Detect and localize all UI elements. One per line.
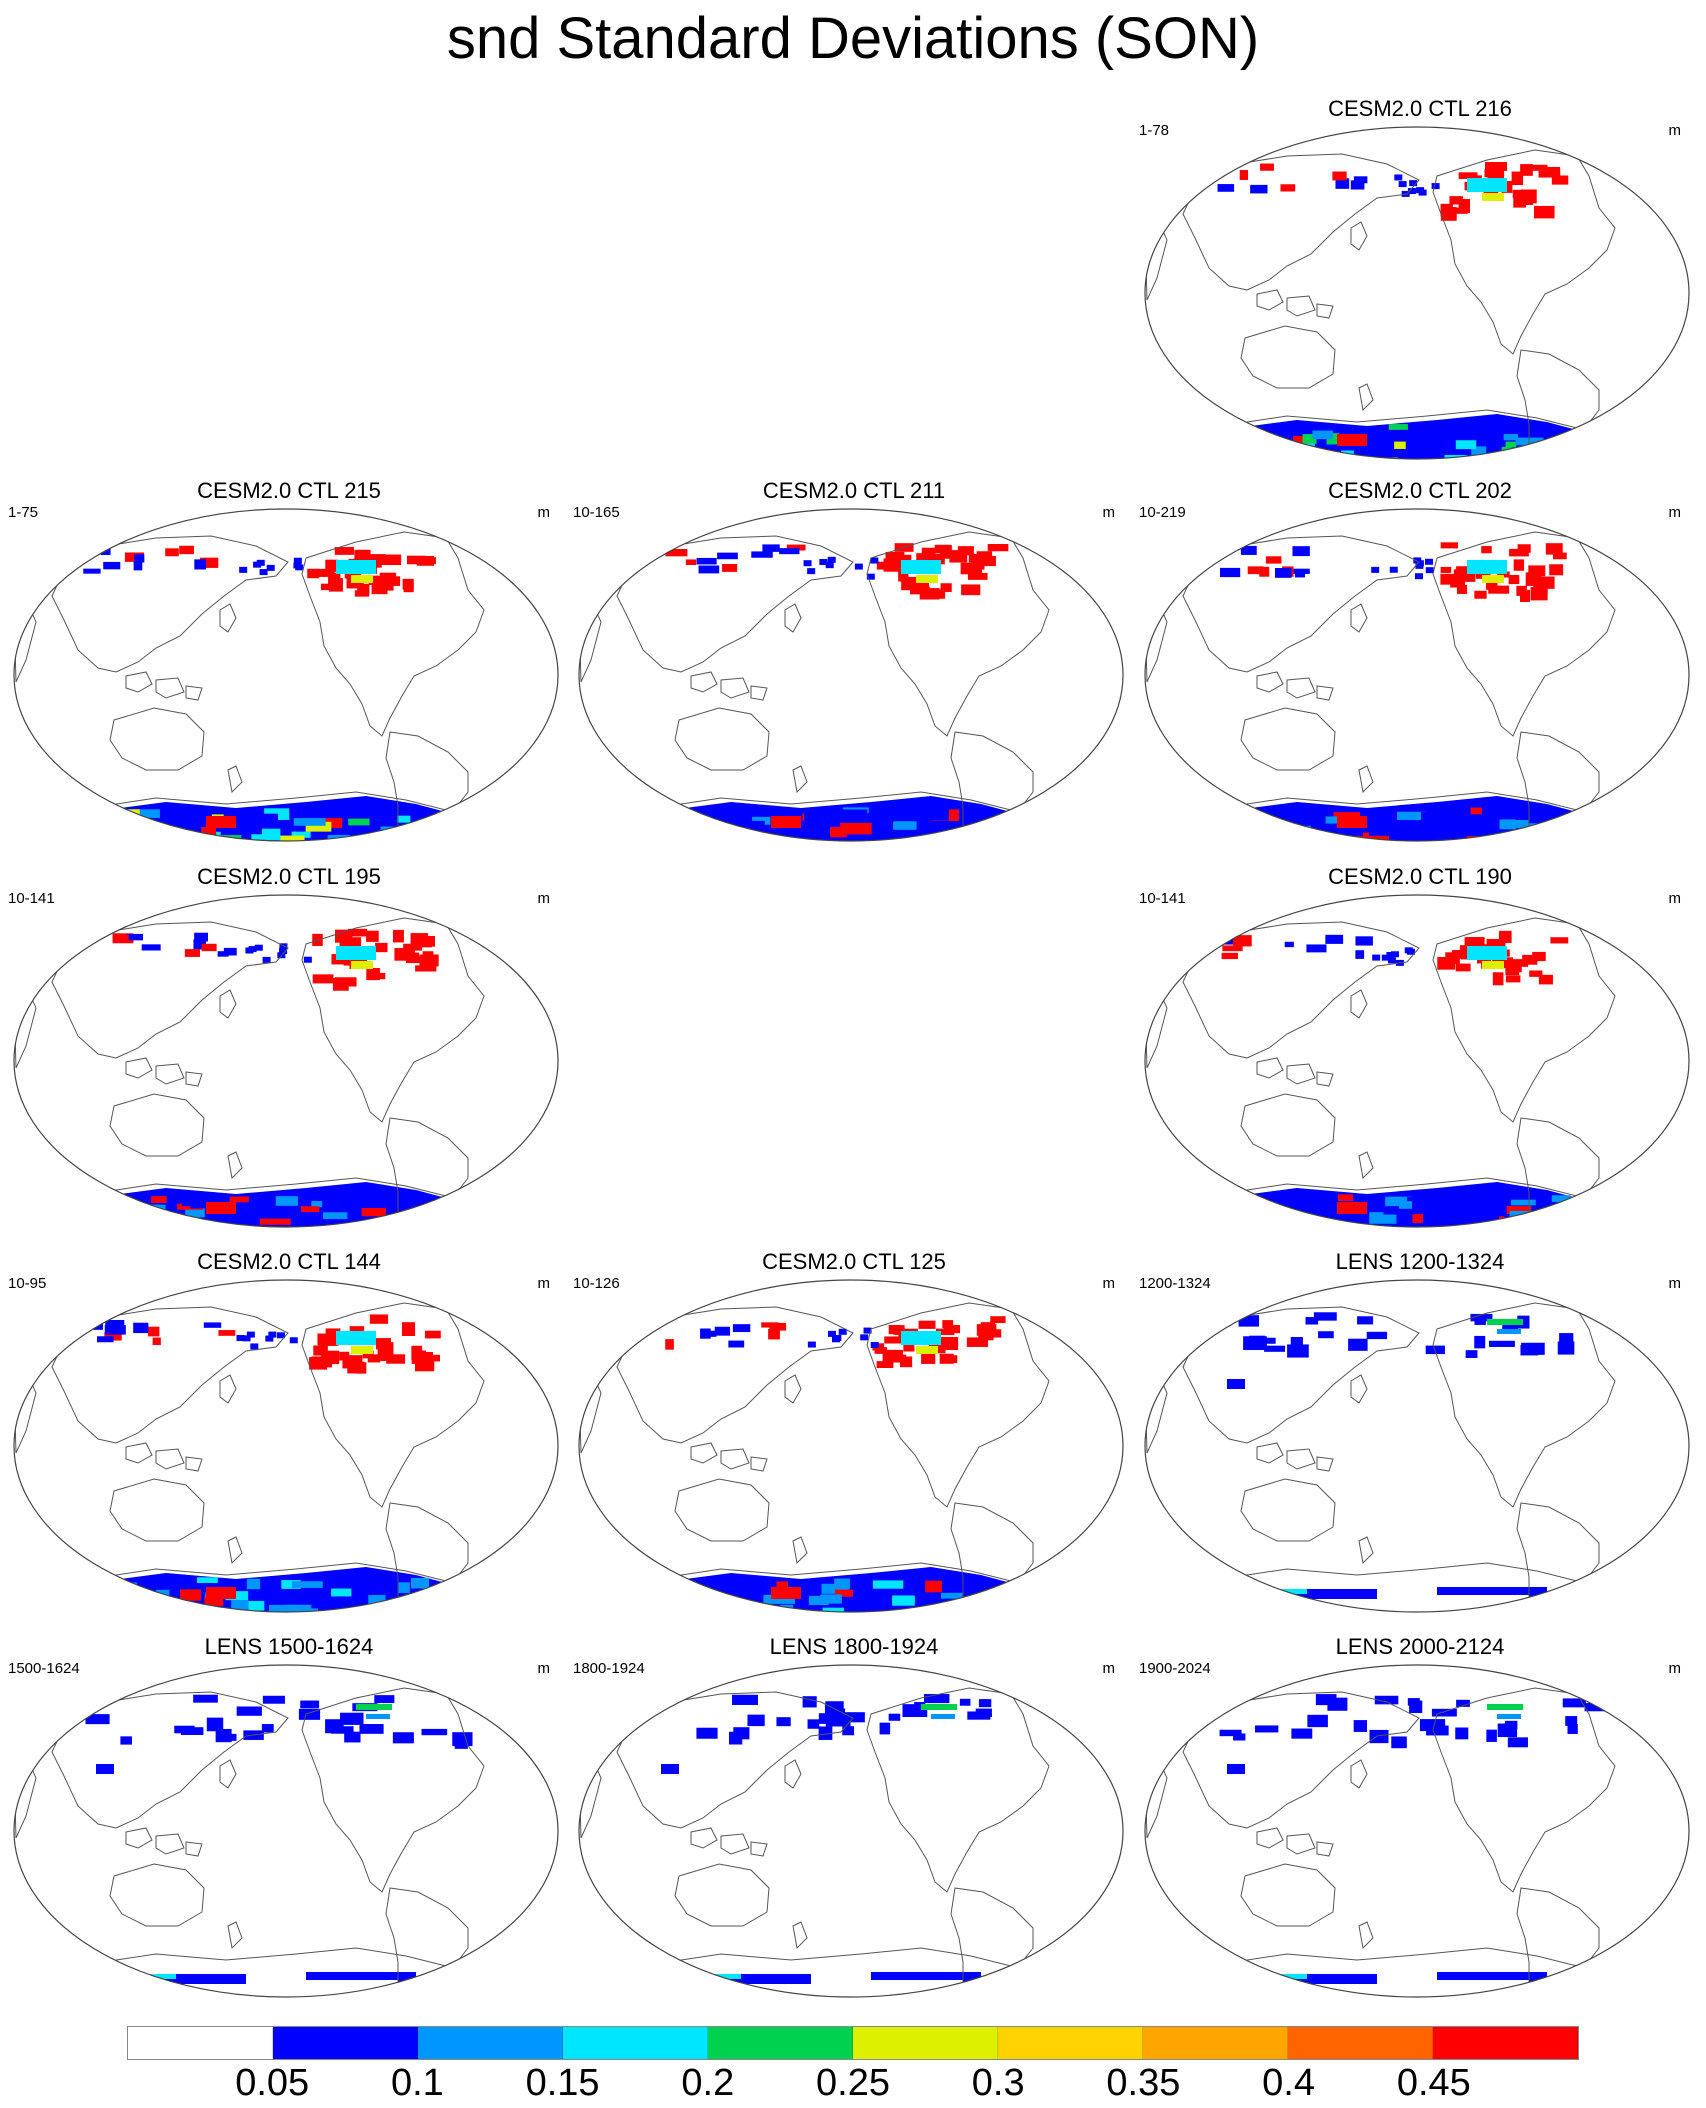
panel-title: CESM2.0 CTL 216 (1328, 96, 1512, 121)
map-globe (1144, 1664, 1690, 1998)
figure-title: snd Standard Deviations (SON) (446, 6, 1260, 71)
colorbar-swatch (1143, 2027, 1288, 2059)
map-panel: LENS 1800-1924 1800-1924 m (571, 1634, 1137, 2012)
colorbar-tick-label: 0.3 (971, 2062, 1025, 2104)
colorbar-tick-label: 0.45 (1396, 2062, 1471, 2104)
panel-years: 1200-1324 (1139, 1275, 1211, 1292)
colorbar-swatch (418, 2027, 563, 2059)
panel-title: CESM2.0 CTL 215 (197, 478, 381, 503)
colorbar-swatch (128, 2027, 273, 2059)
map-globe (1144, 126, 1690, 460)
panel-units: m (1668, 890, 1682, 907)
panel-title: CESM2.0 CTL 144 (197, 1249, 381, 1274)
map-globe (13, 1664, 559, 1998)
map-panel: CESM2.0 CTL 215 1-75 m (6, 478, 572, 856)
colorbar-swatch (273, 2027, 418, 2059)
colorbar-swatch (998, 2027, 1143, 2059)
panel-title: CESM2.0 CTL 195 (197, 864, 381, 889)
map-panel: LENS 1500-1624 1500-1624 m (6, 1634, 572, 2012)
colorbar-tick-label: 0.25 (816, 2062, 890, 2104)
panel-title: LENS 1500-1624 (204, 1634, 374, 1659)
colorbar-swatch (563, 2027, 708, 2059)
colorbar-tick-label: 0.35 (1106, 2062, 1181, 2104)
panel-title: CESM2.0 CTL 190 (1328, 864, 1512, 889)
panel-title: CESM2.0 CTL 125 (762, 1249, 946, 1274)
colorbar (127, 2026, 1579, 2060)
panel-units: m (1668, 122, 1682, 139)
panel-years: 10-141 (1139, 890, 1186, 907)
colorbar-swatch (708, 2027, 853, 2059)
map-globe (1144, 508, 1690, 842)
panel-years: 1900-2024 (1139, 1660, 1211, 1677)
panel-units: m (537, 504, 551, 521)
panel-units: m (1668, 504, 1682, 521)
panel-title: LENS 1200-1324 (1335, 1249, 1505, 1274)
panel-units: m (1102, 1275, 1116, 1292)
panel-units: m (1668, 1275, 1682, 1292)
panel-years: 10-95 (8, 1275, 47, 1292)
map-panel: CESM2.0 CTL 211 10-165 m (571, 478, 1137, 856)
panel-units: m (537, 890, 551, 907)
panel-years: 10-126 (573, 1275, 620, 1292)
panel-years: 10-141 (8, 890, 55, 907)
panel-title: LENS 1800-1924 (769, 1634, 939, 1659)
panel-units: m (537, 1275, 551, 1292)
colorbar-tick-label: 0.15 (525, 2062, 600, 2104)
panel-units: m (1102, 1660, 1116, 1677)
map-panel: CESM2.0 CTL 216 1-78 m (1137, 96, 1703, 474)
map-globe (1144, 1279, 1690, 1613)
panel-years: 1500-1624 (8, 1660, 80, 1677)
map-panel: CESM2.0 CTL 195 10-141 m (6, 864, 572, 1242)
panel-units: m (1668, 1660, 1682, 1677)
map-panel: LENS 1200-1324 1200-1324 m (1137, 1249, 1703, 1627)
colorbar-tick-label: 0.05 (235, 2062, 310, 2104)
colorbar-swatch (1433, 2027, 1578, 2059)
panel-years: 10-219 (1139, 504, 1186, 521)
map-globe (1144, 894, 1690, 1228)
map-globe (13, 508, 559, 842)
map-panel: CESM2.0 CTL 190 10-141 m (1137, 864, 1703, 1242)
panel-title: CESM2.0 CTL 202 (1328, 478, 1512, 503)
map-globe (13, 1279, 559, 1613)
map-globe (13, 894, 559, 1228)
panel-years: 1-78 (1139, 122, 1170, 139)
map-panel: CESM2.0 CTL 202 10-219 m (1137, 478, 1703, 856)
map-panel: CESM2.0 CTL 144 10-95 m (6, 1249, 572, 1627)
panel-title: CESM2.0 CTL 211 (762, 478, 946, 503)
colorbar-tick-label: 0.2 (681, 2062, 735, 2104)
panel-years: 1-75 (8, 504, 39, 521)
panel-units: m (1102, 504, 1116, 521)
colorbar-swatch (853, 2027, 998, 2059)
map-globe (578, 508, 1124, 842)
colorbar-swatch (1288, 2027, 1433, 2059)
colorbar-tick-label: 0.1 (390, 2062, 444, 2104)
map-globe (578, 1664, 1124, 1998)
map-panel: LENS 2000-2124 1900-2024 m (1137, 1634, 1703, 2012)
panel-units: m (537, 1660, 551, 1677)
map-globe (578, 1279, 1124, 1613)
panel-years: 1800-1924 (573, 1660, 645, 1677)
panel-years: 10-165 (573, 504, 620, 521)
map-panel: CESM2.0 CTL 125 10-126 m (571, 1249, 1137, 1627)
colorbar-tick-label: 0.4 (1262, 2062, 1315, 2104)
panel-title: LENS 2000-2124 (1335, 1634, 1505, 1659)
